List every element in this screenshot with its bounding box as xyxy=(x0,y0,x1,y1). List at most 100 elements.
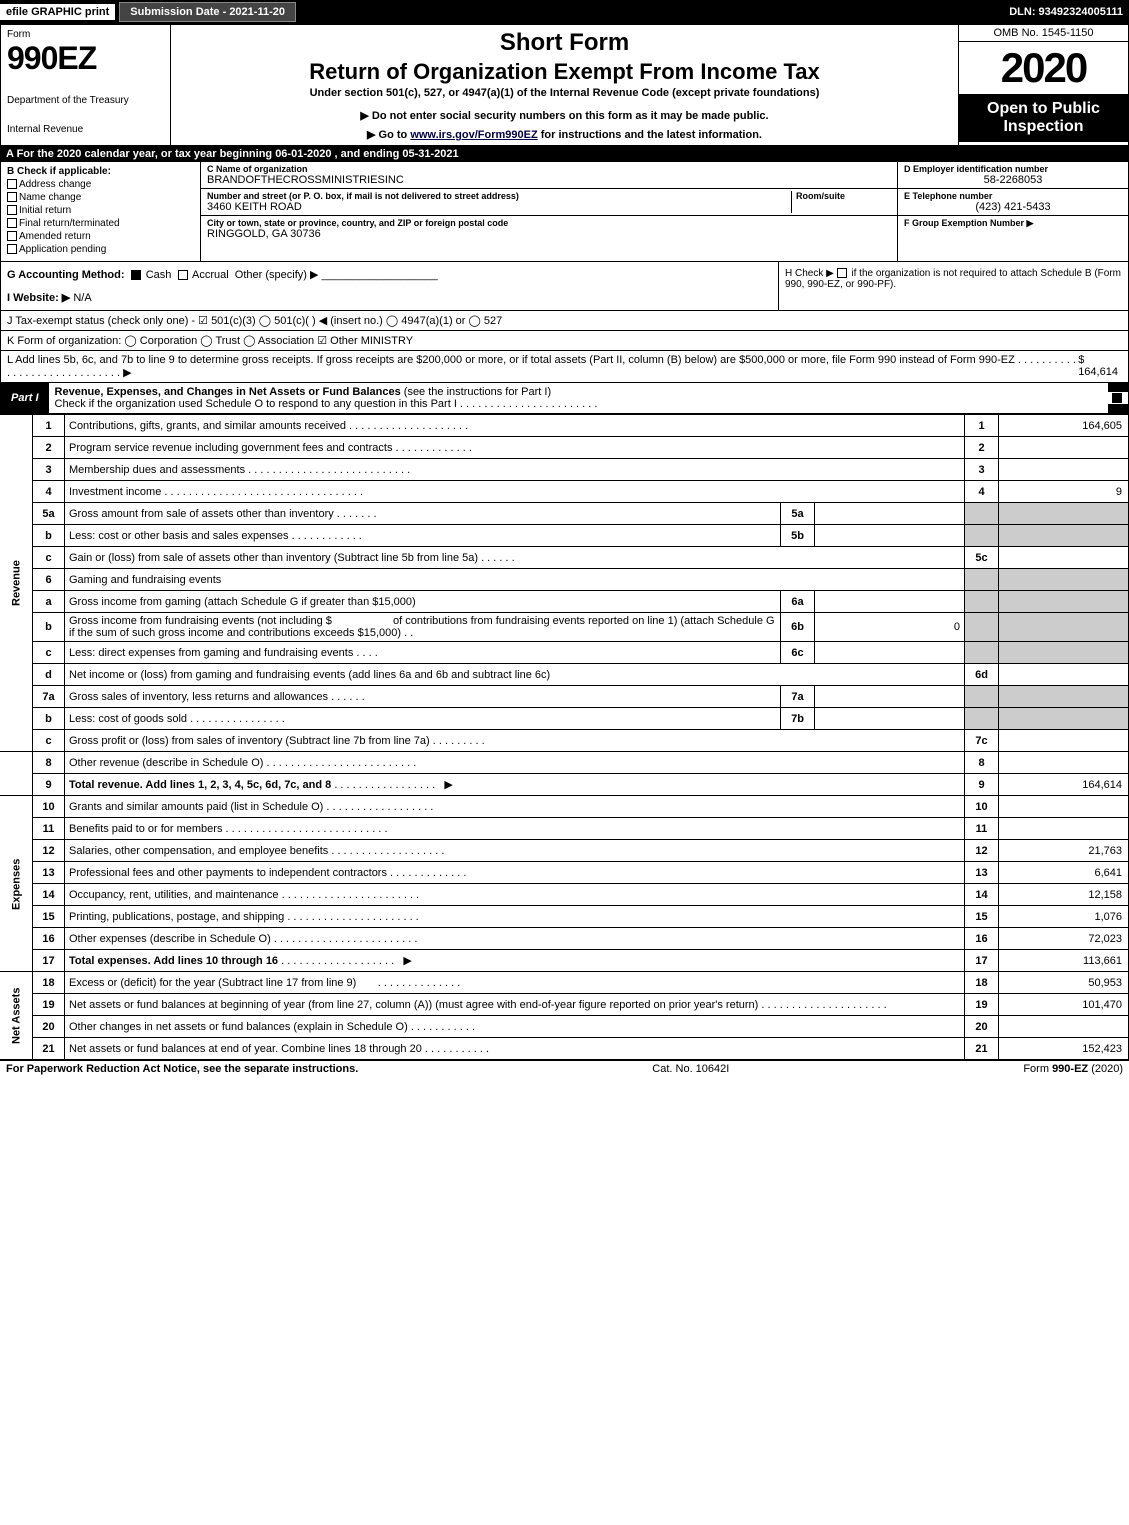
l5b-rshade xyxy=(965,525,999,547)
goto-pre: ▶ Go to xyxy=(367,129,410,141)
tax-year: 2020 xyxy=(959,42,1128,94)
line-14: 14 Occupancy, rent, utilities, and maint… xyxy=(0,884,1129,906)
irs-link[interactable]: www.irs.gov/Form990EZ xyxy=(410,129,537,141)
l5a-num: 5a xyxy=(33,503,65,525)
main-title: Return of Organization Exempt From Incom… xyxy=(181,59,948,85)
l5c-rnum: 5c xyxy=(965,547,999,569)
l6-desc: Gaming and fundraising events xyxy=(65,569,965,591)
org-name: BRANDOFTHECROSSMINISTRIESINC xyxy=(207,174,891,186)
chk-address-change[interactable]: Address change xyxy=(7,179,194,190)
l14-rval: 12,158 xyxy=(999,884,1129,906)
l21-rnum: 21 xyxy=(965,1038,999,1060)
l8-rnum: 8 xyxy=(965,752,999,774)
addr-value: 3460 KEITH ROAD xyxy=(207,201,791,213)
l15-num: 15 xyxy=(33,906,65,928)
form-header: Form 990EZ Department of the Treasury In… xyxy=(0,24,1129,146)
chk-initial-return[interactable]: Initial return xyxy=(7,205,194,216)
chk-final-return[interactable]: Final return/terminated xyxy=(7,218,194,229)
l6c-num: c xyxy=(33,642,65,664)
line-7a: 7a Gross sales of inventory, less return… xyxy=(0,686,1129,708)
addr-cell: Number and street (or P. O. box, if mail… xyxy=(201,189,897,216)
l5b-mn: 5b xyxy=(781,525,815,547)
l13-rval: 6,641 xyxy=(999,862,1129,884)
l7b-mv xyxy=(815,708,965,730)
l7b-rvshade xyxy=(999,708,1129,730)
l4-num: 4 xyxy=(33,481,65,503)
room-label: Room/suite xyxy=(796,191,891,201)
ein-label: D Employer identification number xyxy=(904,164,1122,174)
line-21: 21 Net assets or fund balances at end of… xyxy=(0,1038,1129,1060)
col-b-title: B Check if applicable: xyxy=(7,166,194,177)
l8-desc: Other revenue (describe in Schedule O) xyxy=(69,757,263,769)
l15-desc: Printing, publications, postage, and shi… xyxy=(69,911,284,923)
chk-schedule-b[interactable] xyxy=(837,268,847,278)
l7a-rshade xyxy=(965,686,999,708)
l6a-rshade xyxy=(965,591,999,613)
l10-desc: Grants and similar amounts paid (list in… xyxy=(69,801,323,813)
line-20: 20 Other changes in net assets or fund b… xyxy=(0,1016,1129,1038)
l6c-mn: 6c xyxy=(781,642,815,664)
l5b-num: b xyxy=(33,525,65,547)
part-1-checkbox[interactable] xyxy=(1108,392,1128,404)
dln-label: DLN: 93492324005111 xyxy=(1009,6,1129,18)
open-to-public: Open to Public Inspection xyxy=(959,94,1128,142)
netassets-side-label: Net Assets xyxy=(0,972,33,1060)
row-gh: G Accounting Method: Cash Accrual Other … xyxy=(0,262,1129,311)
footer-catno: Cat. No. 10642I xyxy=(652,1063,729,1075)
l5a-desc: Gross amount from sale of assets other t… xyxy=(69,508,334,520)
l5b-mv xyxy=(815,525,965,547)
top-bar: efile GRAPHIC print Submission Date - 20… xyxy=(0,0,1129,24)
ein-value: 58-2268053 xyxy=(904,174,1122,186)
h-text2: if the organization is not required to a… xyxy=(785,268,1121,290)
phone-label: E Telephone number xyxy=(904,191,1122,201)
l6b-mn: 6b xyxy=(781,613,815,642)
l9-num: 9 xyxy=(33,774,65,796)
chk-amended-return[interactable]: Amended return xyxy=(7,231,194,242)
addr-label: Number and street (or P. O. box, if mail… xyxy=(207,191,791,201)
col-b-checkboxes: B Check if applicable: Address change Na… xyxy=(1,162,201,261)
l8-num: 8 xyxy=(33,752,65,774)
phone-cell: E Telephone number (423) 421-5433 xyxy=(898,189,1128,216)
line-6b: b Gross income from fundraising events (… xyxy=(0,613,1129,642)
l6a-desc: Gross income from gaming (attach Schedul… xyxy=(65,591,781,613)
line-3: 3 Membership dues and assessments . . . … xyxy=(0,459,1129,481)
l2-desc: Program service revenue including govern… xyxy=(69,442,392,454)
l16-rnum: 16 xyxy=(965,928,999,950)
chk-name-change[interactable]: Name change xyxy=(7,192,194,203)
l14-desc: Occupancy, rent, utilities, and maintena… xyxy=(69,889,279,901)
l14-num: 14 xyxy=(33,884,65,906)
footer-right: Form 990-EZ (2020) xyxy=(1023,1063,1123,1075)
row-l-text: L Add lines 5b, 6c, and 7b to line 9 to … xyxy=(7,354,1078,379)
line-11: 11 Benefits paid to or for members . . .… xyxy=(0,818,1129,840)
chk-application-pending[interactable]: Application pending xyxy=(7,244,194,255)
dept-treasury: Department of the Treasury xyxy=(7,95,164,106)
line-12: 12 Salaries, other compensation, and emp… xyxy=(0,840,1129,862)
expenses-side-label: Expenses xyxy=(0,796,33,972)
line-10: Expenses 10 Grants and similar amounts p… xyxy=(0,796,1129,818)
row-k-form-org: K Form of organization: ◯ Corporation ◯ … xyxy=(0,331,1129,351)
chk-accrual[interactable] xyxy=(178,270,188,280)
form-number: 990EZ xyxy=(7,40,164,77)
website-value: N/A xyxy=(73,292,91,304)
efile-label[interactable]: efile GRAPHIC print xyxy=(0,4,115,20)
l1-rnum: 1 xyxy=(965,415,999,437)
city-cell: City or town, state or province, country… xyxy=(201,216,897,242)
l6b-desc1: Gross income from fundraising events (no… xyxy=(69,615,332,627)
l7b-rshade xyxy=(965,708,999,730)
line-8: 8 Other revenue (describe in Schedule O)… xyxy=(0,752,1129,774)
accrual-label: Accrual xyxy=(192,269,229,281)
l21-rval: 152,423 xyxy=(999,1038,1129,1060)
l6c-rvshade xyxy=(999,642,1129,664)
chk-cash[interactable] xyxy=(131,270,141,280)
section-identity: B Check if applicable: Address change Na… xyxy=(0,162,1129,262)
l18-num: 18 xyxy=(33,972,65,994)
row-l-amount: $ 164,614 xyxy=(1078,354,1122,379)
group-label: F Group Exemption Number ▶ xyxy=(904,218,1122,229)
other-label: Other (specify) ▶ xyxy=(235,269,319,281)
l5a-mn: 5a xyxy=(781,503,815,525)
l7b-mn: 7b xyxy=(781,708,815,730)
l7b-desc: Less: cost of goods sold xyxy=(69,713,187,725)
line-7c: c Gross profit or (loss) from sales of i… xyxy=(0,730,1129,752)
l14-rnum: 14 xyxy=(965,884,999,906)
line-16: 16 Other expenses (describe in Schedule … xyxy=(0,928,1129,950)
